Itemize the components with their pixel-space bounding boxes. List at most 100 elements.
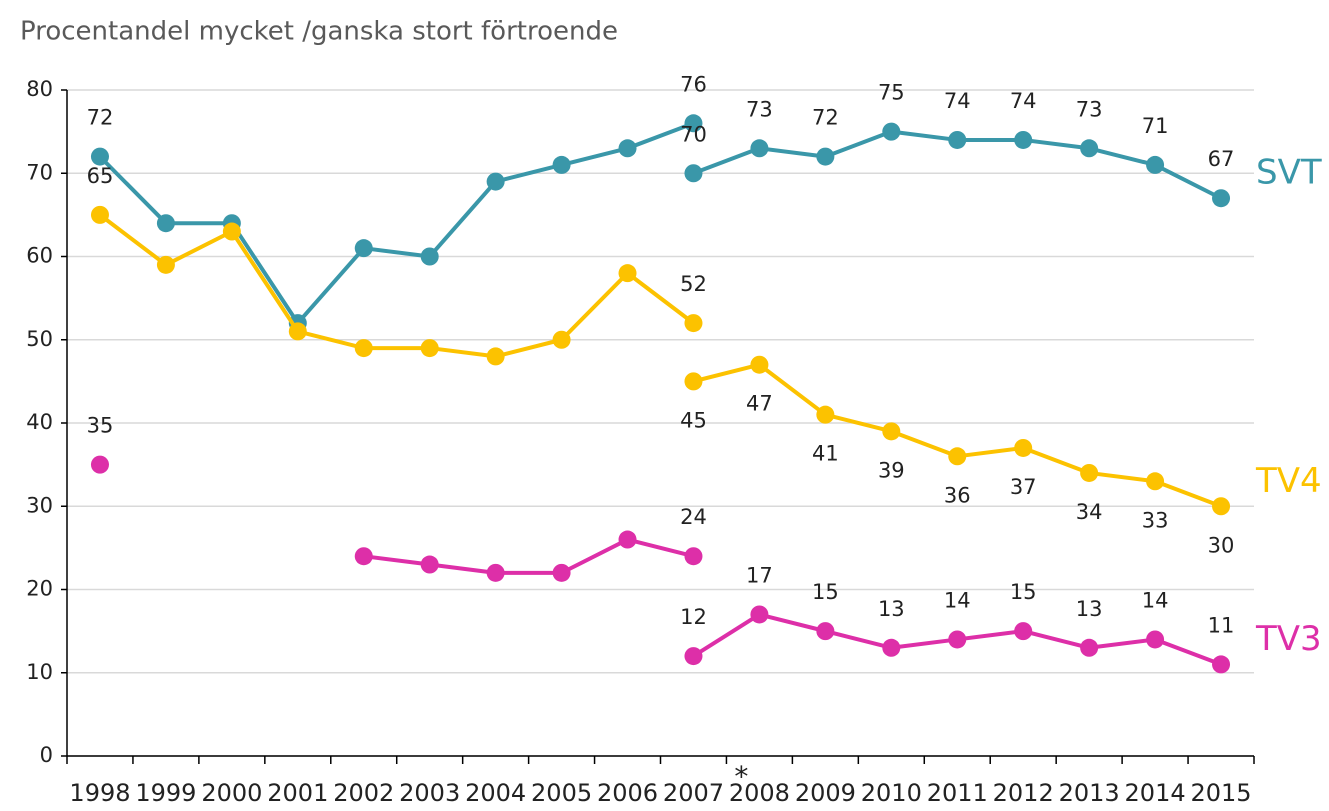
y-tick-label: 20 (26, 577, 53, 601)
x-tick-label: 2015 (1190, 779, 1251, 807)
x-tick-label: 2006 (597, 779, 658, 807)
x-tick-label: 1998 (69, 779, 130, 807)
point (354, 239, 373, 258)
x-tick-label: 2003 (399, 779, 460, 807)
x-tick-label: 2000 (201, 779, 262, 807)
data-label: 33 (1142, 508, 1169, 532)
point (1080, 463, 1099, 482)
point (882, 122, 901, 141)
data-label: 15 (1010, 580, 1037, 604)
y-tick-label: 40 (26, 410, 53, 434)
point (1212, 497, 1231, 516)
data-label: 39 (878, 458, 905, 482)
y-tick-label: 60 (26, 244, 53, 268)
point (882, 638, 901, 657)
point (90, 455, 109, 474)
point (684, 314, 703, 333)
data-label: 65 (87, 164, 114, 188)
data-label: 72 (87, 106, 114, 130)
point (552, 563, 571, 582)
point (156, 214, 175, 233)
x-tick-label: 2007 (663, 779, 724, 807)
x-tick-label: 2004 (465, 779, 526, 807)
point (948, 130, 967, 149)
point (684, 164, 703, 183)
data-label: 14 (1142, 588, 1169, 612)
x-tick-label: 2010 (861, 779, 922, 807)
x-tick-label: 2013 (1059, 779, 1120, 807)
data-label: 47 (746, 392, 773, 416)
data-label: 13 (1076, 597, 1103, 621)
x-tick-label: 2014 (1125, 779, 1186, 807)
point (750, 139, 769, 158)
point (1014, 438, 1033, 457)
point (1146, 630, 1165, 649)
point (1014, 130, 1033, 149)
point (486, 563, 505, 582)
point (354, 339, 373, 358)
data-label: 45 (680, 408, 707, 432)
point (816, 405, 835, 424)
data-label: 73 (746, 97, 773, 121)
data-label: 72 (812, 106, 839, 130)
series-line (98, 121, 695, 326)
y-tick-label: 30 (26, 493, 53, 517)
x-tick-label: 2009 (795, 779, 856, 807)
chart-title: Procentandel mycket /ganska stort förtro… (20, 17, 618, 47)
data-label: 76 (680, 72, 707, 96)
x-tick-label: 1999 (135, 779, 196, 807)
data-label: 35 (87, 414, 114, 438)
x-tick-label: 2002 (333, 779, 394, 807)
point (750, 355, 769, 374)
data-label: 71 (1142, 114, 1169, 138)
data-label: 24 (680, 505, 707, 529)
data-label: 13 (878, 597, 905, 621)
data-label: 17 (746, 563, 773, 587)
y-tick-label: 10 (26, 660, 53, 684)
point (684, 547, 703, 566)
x-tick-label: 2011 (927, 779, 988, 807)
point (618, 530, 637, 549)
point (486, 347, 505, 366)
point (1080, 139, 1099, 158)
point (1146, 472, 1165, 491)
data-label: 15 (812, 580, 839, 604)
x-tick-label: 2008 (729, 779, 790, 807)
series-name: TV4 (1255, 461, 1322, 501)
data-label: 73 (1076, 97, 1103, 121)
point (90, 205, 109, 224)
point (816, 147, 835, 166)
point (618, 139, 637, 158)
point (288, 322, 307, 341)
y-tick-label: 50 (26, 327, 53, 351)
data-label: 41 (812, 442, 839, 466)
point (420, 555, 439, 574)
point (552, 155, 571, 174)
point (420, 247, 439, 266)
point (1212, 655, 1231, 674)
point (750, 605, 769, 624)
point (552, 330, 571, 349)
data-label: 11 (1208, 613, 1235, 637)
point (684, 647, 703, 666)
y-tick-label: 70 (26, 160, 53, 184)
point (156, 255, 175, 274)
data-label: 74 (944, 89, 971, 113)
data-label: 67 (1208, 147, 1235, 171)
point (882, 422, 901, 441)
point (486, 172, 505, 191)
annotation: * (734, 760, 748, 793)
point (684, 114, 703, 133)
x-tick-label: 2001 (267, 779, 328, 807)
point (222, 222, 241, 241)
x-tick-label: 2005 (531, 779, 592, 807)
point (618, 264, 637, 283)
series-name: TV3 (1255, 619, 1322, 659)
point (1080, 638, 1099, 657)
data-label: 36 (944, 483, 971, 507)
point (684, 372, 703, 391)
point (1146, 155, 1165, 174)
point (354, 547, 373, 566)
point (948, 630, 967, 649)
